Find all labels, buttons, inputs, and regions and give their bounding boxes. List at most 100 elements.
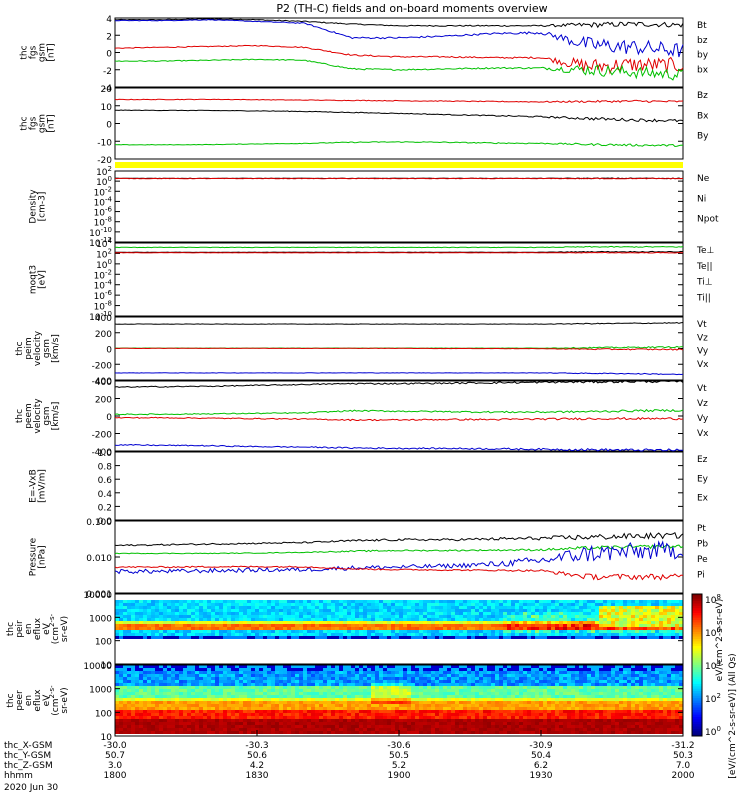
spec-cell <box>423 704 427 707</box>
spec-cell <box>427 728 431 731</box>
spec-cell <box>475 683 479 686</box>
spec-cell <box>155 713 159 716</box>
spec-cell <box>271 630 275 633</box>
spec-cell <box>495 725 499 728</box>
spec-cell <box>575 627 579 630</box>
spec-cell <box>207 695 211 698</box>
spec-cell <box>403 704 407 707</box>
series-Vx <box>115 445 683 452</box>
spec-cell <box>175 636 179 639</box>
spec-cell <box>339 618 343 621</box>
spec-cell <box>631 603 635 606</box>
spec-cell <box>335 692 339 695</box>
spec-cell <box>139 612 143 615</box>
spec-cell <box>251 603 255 606</box>
spec-cell <box>403 701 407 704</box>
spec-cell <box>427 707 431 710</box>
spec-cell <box>579 674 583 677</box>
spec-cell <box>223 606 227 609</box>
spec-cell <box>415 633 419 636</box>
spec-cell <box>435 603 439 606</box>
spec-cell <box>351 692 355 695</box>
spec-cell <box>579 683 583 686</box>
spec-cell <box>391 713 395 716</box>
spec-cell <box>527 624 531 627</box>
spec-cell <box>423 618 427 621</box>
spec-cell <box>535 692 539 695</box>
spec-cell <box>463 600 467 603</box>
spec-cell <box>551 674 555 677</box>
spec-cell <box>263 674 267 677</box>
spec-cell <box>179 725 183 728</box>
spec-cell <box>287 618 291 621</box>
spec-cell <box>151 680 155 683</box>
spec-cell <box>487 680 491 683</box>
spec-cell <box>459 668 463 671</box>
spec-cell <box>359 677 363 680</box>
spec-cell <box>123 600 127 603</box>
spec-cell <box>159 689 163 692</box>
spec-cell <box>379 674 383 677</box>
spec-cell <box>535 627 539 630</box>
spec-cell <box>447 692 451 695</box>
spec-cell <box>559 728 563 731</box>
spec-cell <box>667 633 671 636</box>
spec-cell <box>607 695 611 698</box>
spec-cell <box>403 686 407 689</box>
spec-cell <box>463 692 467 695</box>
spec-cell <box>583 731 587 734</box>
spec-cell <box>475 704 479 707</box>
spec-cell <box>451 701 455 704</box>
spec-cell <box>627 630 631 633</box>
spec-cell <box>291 603 295 606</box>
spec-cell <box>579 603 583 606</box>
spec-cell <box>351 713 355 716</box>
spec-cell <box>495 695 499 698</box>
ylabel: [nPa] <box>38 545 48 568</box>
spec-cell <box>223 600 227 603</box>
spec-cell <box>379 722 383 725</box>
spec-cell <box>571 731 575 734</box>
spec-cell <box>587 609 591 612</box>
spec-cell <box>491 615 495 618</box>
spec-cell <box>535 621 539 624</box>
spec-cell <box>455 630 459 633</box>
spec-cell <box>407 609 411 612</box>
spec-cell <box>375 671 379 674</box>
spec-cell <box>459 671 463 674</box>
spec-cell <box>535 680 539 683</box>
spec-cell <box>511 710 515 713</box>
spec-cell <box>559 600 563 603</box>
spec-cell <box>187 633 191 636</box>
spec-cell <box>595 600 599 603</box>
spec-cell <box>263 627 267 630</box>
spec-cell <box>207 624 211 627</box>
spec-cell <box>555 621 559 624</box>
spec-cell <box>287 630 291 633</box>
spec-cell <box>331 609 335 612</box>
spec-cell <box>471 603 475 606</box>
spec-cell <box>211 710 215 713</box>
spec-cell <box>239 612 243 615</box>
spec-cell <box>567 609 571 612</box>
spec-cell <box>159 603 163 606</box>
spec-cell <box>423 689 427 692</box>
spec-cell <box>359 671 363 674</box>
spec-cell <box>447 710 451 713</box>
spec-cell <box>431 674 435 677</box>
spec-cell <box>567 704 571 707</box>
spec-cell <box>419 731 423 734</box>
spec-cell <box>335 600 339 603</box>
spec-cell <box>239 713 243 716</box>
spec-cell <box>127 719 131 722</box>
spec-cell <box>411 695 415 698</box>
spec-cell <box>199 722 203 725</box>
spec-cell <box>163 698 167 701</box>
spec-cell <box>183 725 187 728</box>
spec-cell <box>263 671 267 674</box>
spec-cell <box>563 633 567 636</box>
spec-cell <box>435 728 439 731</box>
spec-cell <box>587 668 591 671</box>
spec-cell <box>639 612 643 615</box>
spec-cell <box>135 627 139 630</box>
